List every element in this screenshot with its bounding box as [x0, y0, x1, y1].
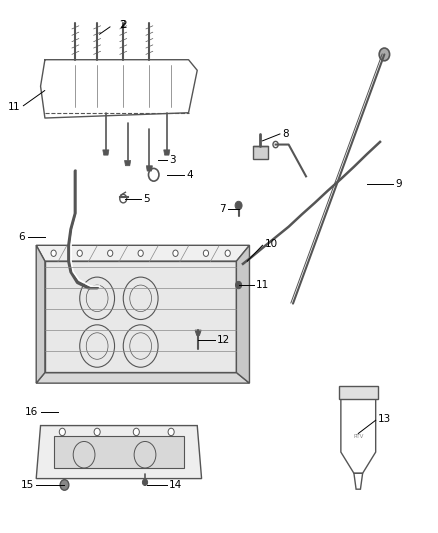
Circle shape: [236, 281, 242, 289]
Text: 8: 8: [282, 129, 289, 139]
Circle shape: [235, 201, 242, 210]
Polygon shape: [36, 425, 201, 479]
Text: RTV: RTV: [353, 434, 364, 439]
Bar: [253, 146, 268, 159]
Text: 2: 2: [120, 20, 127, 30]
Polygon shape: [195, 330, 201, 335]
Polygon shape: [341, 399, 376, 473]
Text: 1: 1: [8, 102, 14, 112]
Text: 5: 5: [143, 193, 149, 204]
Circle shape: [61, 254, 77, 273]
Circle shape: [173, 250, 178, 256]
Circle shape: [51, 250, 56, 256]
Text: 11: 11: [256, 280, 269, 290]
Text: 10: 10: [265, 239, 278, 249]
Circle shape: [203, 250, 208, 256]
Circle shape: [108, 250, 113, 256]
Text: 14: 14: [169, 480, 182, 490]
Polygon shape: [146, 166, 152, 171]
Circle shape: [168, 428, 174, 435]
Polygon shape: [36, 373, 250, 383]
Circle shape: [138, 250, 143, 256]
Text: 6: 6: [19, 232, 25, 243]
Text: 4: 4: [186, 170, 193, 180]
Circle shape: [77, 250, 82, 256]
Text: 7: 7: [219, 204, 226, 214]
Text: 2: 2: [119, 20, 126, 30]
Polygon shape: [45, 261, 237, 373]
Text: 15: 15: [21, 480, 34, 490]
Circle shape: [379, 48, 390, 61]
Circle shape: [133, 428, 139, 435]
Polygon shape: [103, 150, 109, 155]
Text: 16: 16: [25, 407, 39, 417]
Text: 1: 1: [13, 102, 20, 112]
Polygon shape: [164, 150, 170, 155]
Circle shape: [60, 480, 69, 490]
Circle shape: [142, 479, 148, 486]
Circle shape: [94, 428, 100, 435]
Polygon shape: [53, 436, 184, 468]
Circle shape: [59, 428, 65, 435]
Polygon shape: [36, 245, 45, 383]
Text: 13: 13: [378, 414, 391, 424]
Polygon shape: [354, 473, 363, 489]
Bar: [339, 386, 378, 399]
Text: 12: 12: [217, 335, 230, 345]
Polygon shape: [124, 160, 131, 166]
Polygon shape: [36, 245, 250, 261]
Polygon shape: [237, 245, 250, 383]
Circle shape: [225, 250, 230, 256]
Text: 3: 3: [169, 156, 176, 165]
Text: 9: 9: [395, 179, 402, 189]
